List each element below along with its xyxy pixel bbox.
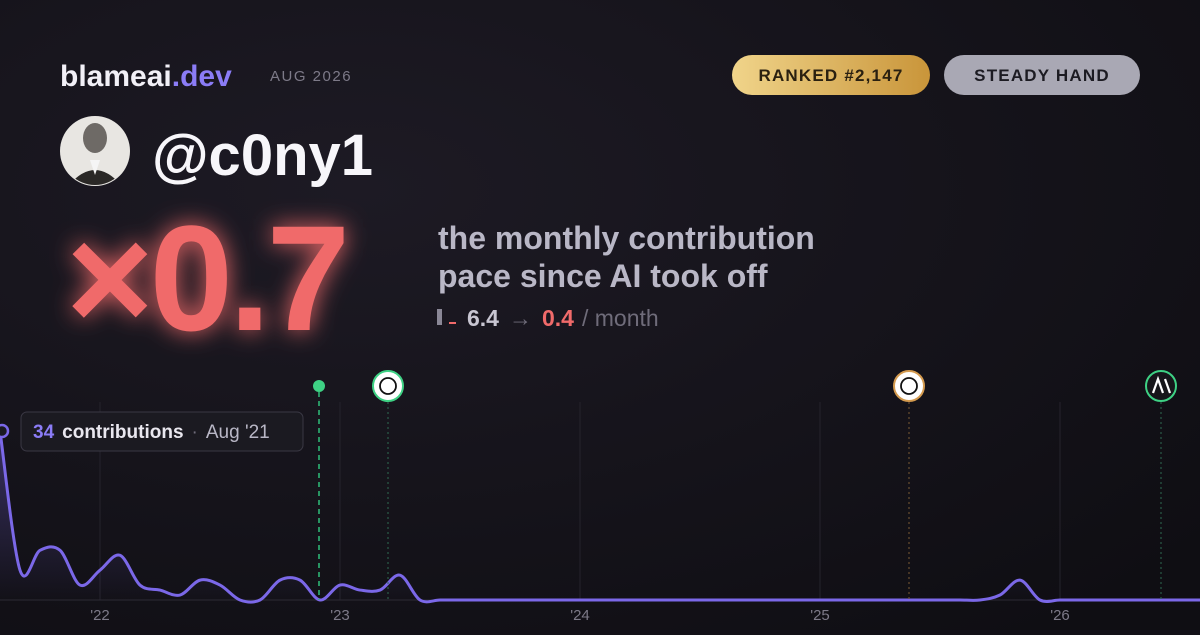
avatar (60, 116, 130, 186)
x-tick-label: '24 (570, 607, 590, 624)
style-badge (944, 55, 1140, 95)
brand: blameai.dev (60, 60, 232, 93)
style-badge-text: STEADY HAND (974, 66, 1110, 85)
highlight-point (0, 423, 10, 439)
x-tick-label: '23 (330, 607, 350, 624)
pace-icon (437, 309, 456, 325)
multiplier: ×0.7 (66, 194, 346, 362)
x-tick-label: '22 (90, 607, 110, 624)
rank-badge (732, 55, 930, 95)
x-tick-label: '25 (810, 607, 830, 624)
tooltip-text: 34 contributions · Aug '21 (33, 422, 270, 443)
x-tick-label: '26 (1050, 607, 1070, 624)
tooltip: 34 contributions · Aug '21 (20, 411, 304, 452)
date: AUG 2026 (270, 68, 352, 85)
rank-badge-text: RANKED #2,147 (758, 66, 903, 85)
handle: @c0ny1 (152, 123, 373, 188)
line-area (0, 431, 1200, 603)
line (0, 430, 1200, 604)
pace: 6.4 → 0.4/ month (467, 305, 659, 331)
description-line: pace since AI took off (438, 258, 768, 294)
event-markers (313, 370, 1177, 600)
description-line: the monthly contribution (438, 220, 815, 256)
